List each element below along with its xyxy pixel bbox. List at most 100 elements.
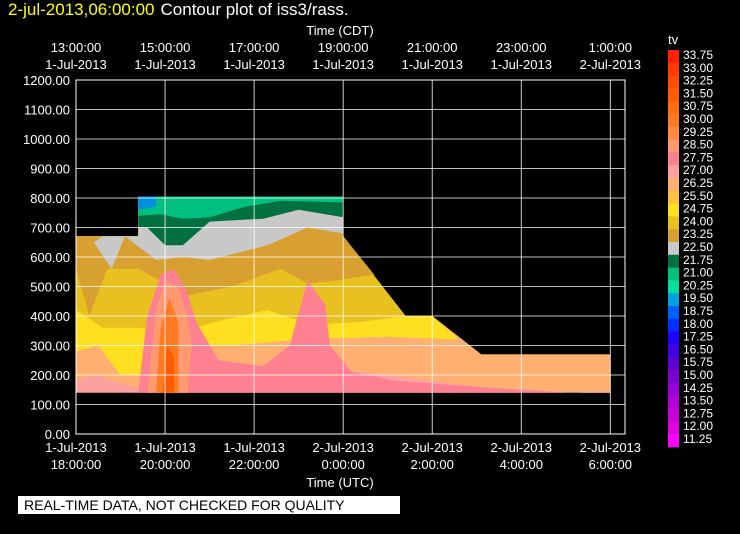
colorbar-swatch (668, 165, 679, 179)
colorbar-level-label: 17.25 (683, 330, 713, 344)
colorbar-swatch (668, 216, 679, 230)
colorbar-swatch (668, 126, 679, 140)
colorbar-level-label: 29.25 (683, 125, 713, 139)
colorbar-level-label: 27.75 (683, 150, 713, 164)
colorbar-swatch (668, 306, 679, 320)
contour-band-31-50 (162, 345, 174, 393)
colorbar-swatch (668, 75, 679, 89)
colorbar-title: tv (668, 32, 679, 47)
bottom-tick-time: 20:00:00 (140, 457, 191, 472)
colorbar-level-label: 22.50 (683, 240, 713, 254)
plot-frame (75, 79, 626, 435)
top-tick-time: 1:00:00 (589, 40, 632, 55)
quality-notice: REAL-TIME DATA, NOT CHECKED FOR QUALITY (18, 496, 400, 514)
top-tick-date: 1-Jul-2013 (491, 57, 552, 72)
top-tick-date: 1-Jul-2013 (312, 57, 373, 72)
y-tick-label: 400.00 (30, 309, 70, 324)
bottom-tick-date: 1-Jul-2013 (45, 440, 106, 455)
top-tick-date: 1-Jul-2013 (134, 57, 195, 72)
plot-date: 2-jul-2013,06:00:00 (8, 0, 155, 19)
bottom-axis-label: Time (UTC) (306, 475, 373, 490)
colorbar-swatch (668, 318, 679, 332)
colorbar-swatch (668, 62, 679, 76)
colorbar-level-label: 33.00 (683, 61, 713, 75)
colorbar-level-label: 15.00 (683, 368, 713, 382)
bottom-tick-date: 2-Jul-2013 (491, 440, 552, 455)
colorbar-level-label: 16.50 (683, 342, 713, 356)
colorbar-swatch (668, 408, 679, 422)
top-tick-time: 17:00:00 (229, 40, 280, 55)
top-tick-date: 2-Jul-2013 (580, 57, 641, 72)
colorbar-level-label: 24.75 (683, 202, 713, 216)
colorbar-swatch (668, 50, 679, 64)
colorbar-level-label: 24.00 (683, 214, 713, 228)
colorbar-level-label: 21.00 (683, 266, 713, 280)
bottom-tick-time: 22:00:00 (229, 457, 280, 472)
colorbar-level-label: 33.75 (683, 48, 713, 62)
colorbar-level-label: 20.25 (683, 278, 713, 292)
top-tick-time: 15:00:00 (140, 40, 191, 55)
colorbar-swatch (668, 434, 679, 448)
colorbar-level-label: 30.00 (683, 112, 713, 126)
bottom-tick-time: 4:00:00 (500, 457, 543, 472)
colorbar-swatch (668, 88, 679, 102)
colorbar-swatch (668, 254, 679, 268)
colorbar-level-label: 19.50 (683, 291, 713, 305)
colorbar-swatch (668, 344, 679, 358)
colorbar-level-label: 31.50 (683, 86, 713, 100)
contour-band-20-25 (138, 196, 157, 210)
y-tick-label: 900.00 (30, 162, 70, 177)
colorbar-level-label: 25.50 (683, 189, 713, 203)
colorbar-swatch (668, 267, 679, 281)
top-tick-time: 13:00:00 (51, 40, 102, 55)
colorbar-swatch (668, 242, 679, 256)
colorbar-level-label: 28.50 (683, 138, 713, 152)
y-tick-label: 1200.00 (23, 73, 70, 88)
colorbar-level-label: 15.75 (683, 355, 713, 369)
colorbar-level-label: 27.00 (683, 163, 713, 177)
colorbar-level-label: 26.25 (683, 176, 713, 190)
y-tick-label: 1000.00 (23, 132, 70, 147)
top-tick-time: 23:00:00 (496, 40, 547, 55)
colorbar-swatch (668, 114, 679, 128)
colorbar-swatch (668, 382, 679, 396)
colorbar-swatch (668, 101, 679, 115)
y-tick-label: 600.00 (30, 250, 70, 265)
colorbar-level-label: 13.50 (683, 394, 713, 408)
y-tick-label: 1100.00 (24, 103, 70, 118)
colorbar-level-label: 11.25 (683, 432, 712, 446)
colorbar-level-label: 18.75 (683, 304, 713, 318)
bottom-tick-date: 2-Jul-2013 (312, 440, 373, 455)
y-tick-label: 500.00 (30, 280, 70, 295)
bottom-tick-time: 0:00:00 (321, 457, 364, 472)
colorbar-level-label: 12.00 (683, 419, 713, 433)
colorbar-level-label: 14.25 (683, 381, 713, 395)
y-tick-label: 200.00 (30, 368, 70, 383)
bottom-tick-date: 1-Jul-2013 (134, 440, 195, 455)
bottom-tick-time: 6:00:00 (589, 457, 632, 472)
colorbar-swatch (668, 229, 679, 243)
colorbar-swatch (668, 190, 679, 204)
plot-title: Contour plot of iss3/rass. (160, 0, 349, 19)
colorbar-swatch (668, 331, 679, 345)
bottom-tick-time: 18:00:00 (51, 457, 102, 472)
bottom-tick-date: 2-Jul-2013 (580, 440, 641, 455)
top-tick-date: 1-Jul-2013 (223, 57, 284, 72)
bottom-tick-date: 1-Jul-2013 (223, 440, 284, 455)
colorbar-level-label: 23.25 (683, 227, 713, 241)
colorbar-swatch (668, 280, 679, 294)
top-tick-time: 21:00:00 (407, 40, 458, 55)
colorbar-swatch (668, 370, 679, 384)
top-axis-label: Time (CDT) (306, 23, 373, 38)
colorbar-level-label: 12.75 (683, 406, 713, 420)
colorbar-swatch (668, 395, 679, 409)
colorbar-level-label: 30.75 (683, 99, 713, 113)
colorbar-level-label: 21.75 (683, 253, 713, 267)
bottom-tick-time: 2:00:00 (411, 457, 454, 472)
colorbar-swatch (668, 178, 679, 192)
y-tick-label: 800.00 (30, 191, 70, 206)
top-tick-date: 1-Jul-2013 (401, 57, 462, 72)
contour-band-21-00 (138, 196, 344, 219)
y-tick-label: 300.00 (30, 339, 70, 354)
